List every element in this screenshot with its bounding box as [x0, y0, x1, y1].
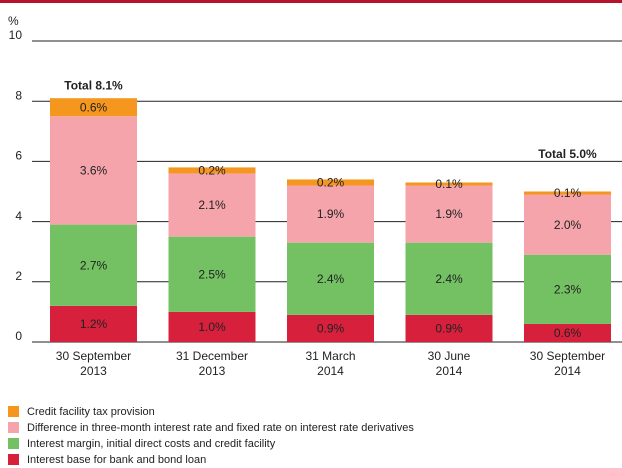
legend-label: Credit facility tax provision	[27, 406, 155, 418]
bar-segment	[287, 242, 374, 315]
value-label: 2.5%	[198, 267, 226, 281]
value-label: 0.1%	[435, 177, 463, 191]
bar-segment	[287, 179, 374, 186]
bar-segment	[50, 98, 137, 117]
value-label: 1.9%	[317, 207, 345, 221]
bar-segment	[287, 185, 374, 243]
y-axis-label: %	[8, 14, 19, 28]
value-label: 0.2%	[198, 164, 226, 178]
bar-segment	[524, 194, 611, 255]
value-label: 1.9%	[435, 207, 463, 221]
value-label: 1.2%	[80, 317, 108, 331]
bar-segment	[405, 314, 493, 342]
value-label: 1.0%	[198, 320, 226, 334]
bar-segment	[168, 167, 256, 174]
bar-segment	[168, 236, 256, 312]
x-tick-label: 2014	[317, 364, 344, 378]
bar-segment	[287, 314, 374, 342]
y-tick-label: 10	[9, 28, 23, 42]
value-label: 0.9%	[435, 322, 463, 336]
legend-label: Difference in three-month interest rate …	[27, 422, 414, 434]
x-tick-label: 30 September	[56, 349, 131, 363]
value-label: 3.6%	[80, 164, 108, 178]
value-label: 0.2%	[317, 176, 345, 190]
legend-swatch	[8, 422, 19, 433]
x-tick-label: 2013	[80, 364, 107, 378]
value-label: 0.9%	[317, 322, 345, 336]
bar-segment	[50, 224, 137, 306]
bar-segment	[50, 116, 137, 225]
value-label: 0.1%	[554, 186, 582, 200]
value-label: 2.4%	[435, 272, 463, 286]
legend-label: Interest base for bank and bond loan	[27, 454, 206, 466]
x-tick-label: 30 June	[428, 349, 471, 363]
x-tick-label: 2014	[554, 364, 581, 378]
x-tick-label: 31 March	[305, 349, 355, 363]
bar-segment	[405, 182, 493, 186]
bar-segment	[168, 311, 256, 342]
annotation: Total 5.0%	[538, 147, 597, 161]
legend-label: Interest margin, initial direct costs an…	[27, 438, 276, 450]
bar-segment	[524, 323, 611, 342]
value-label: 2.4%	[317, 272, 345, 286]
value-label: 2.0%	[554, 218, 582, 232]
legend-swatch	[8, 438, 19, 449]
y-tick-label: 8	[15, 88, 22, 102]
x-tick-label: 30 September	[530, 349, 605, 363]
legend-swatch	[8, 454, 19, 465]
value-label: 0.6%	[554, 326, 582, 340]
x-tick-label: 2014	[436, 364, 463, 378]
bar-segment	[524, 254, 611, 324]
value-label: 0.6%	[80, 100, 108, 114]
y-tick-label: 4	[15, 209, 22, 223]
value-label: 2.1%	[198, 198, 226, 212]
bar-segment	[50, 305, 137, 342]
annotation: Total 8.1%	[64, 78, 123, 92]
y-tick-label: 6	[15, 149, 22, 163]
value-label: 2.7%	[80, 258, 108, 272]
y-tick-label: 2	[15, 269, 22, 283]
value-label: 2.3%	[554, 282, 582, 296]
x-tick-label: 31 December	[176, 349, 248, 363]
bar-segment	[168, 173, 256, 237]
top-band	[0, 0, 622, 3]
x-tick-label: 2013	[199, 364, 226, 378]
legend-swatch	[8, 406, 19, 417]
bar-segment	[405, 185, 493, 243]
bar-segment	[405, 242, 493, 315]
y-tick-label: 0	[15, 329, 22, 343]
bar-segment	[524, 191, 611, 195]
